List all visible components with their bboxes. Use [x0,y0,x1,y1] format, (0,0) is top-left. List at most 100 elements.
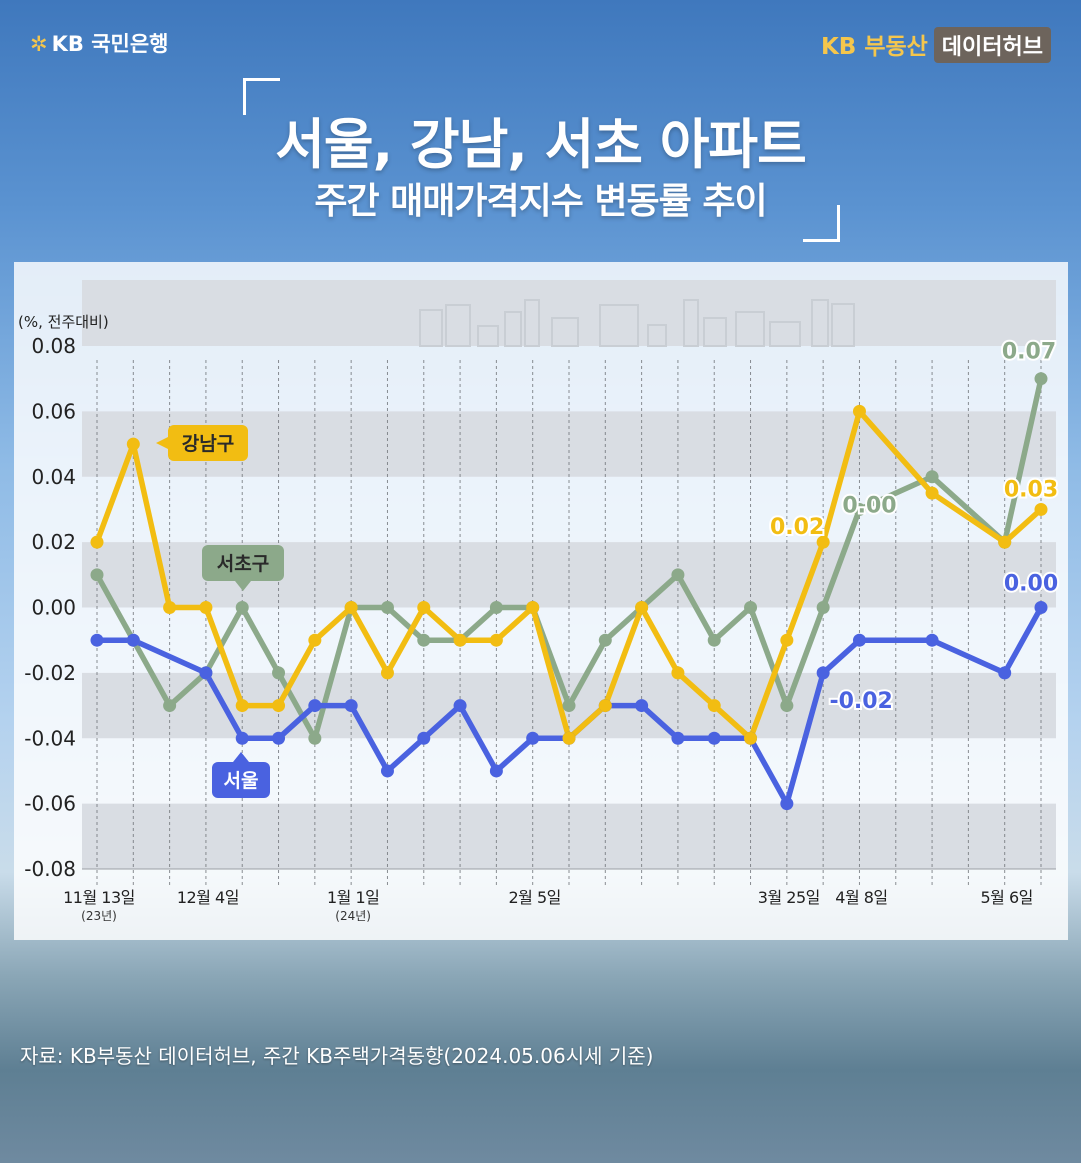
data-point [1034,372,1048,386]
data-point [308,633,322,647]
title-bracket-close [803,205,840,242]
series-tag [202,545,284,581]
data-point [308,731,322,745]
data-point [562,731,576,745]
data-label: 0.07 [1002,340,1056,365]
x-tick-label: 1월 1일 [327,888,379,907]
title-bracket-open [243,78,280,115]
series-tag [168,425,248,461]
data-label: 0.02 [770,515,824,540]
data-point [598,633,612,647]
data-point [852,633,866,647]
x-gridlines [82,360,1056,887]
data-point [417,601,431,614]
data-point [344,601,358,614]
data-point [489,764,503,778]
data-point [199,666,213,680]
x-tick-label: 2월 5일 [508,888,560,907]
data-point [489,601,503,614]
service-tag: 데이터허브 [933,27,1051,63]
data-point [163,699,177,713]
data-point [380,764,394,778]
skyline-illustration [419,299,855,347]
y-tick-label: -0.06 [24,792,76,816]
series-tag-label: 서초구 [217,553,269,575]
data-point [635,601,649,614]
data-point [235,699,249,713]
data-point [998,666,1012,680]
data-point [707,633,721,647]
data-label: 0.03 [1004,477,1058,502]
data-point [344,699,358,713]
data-point [998,535,1012,549]
data-point [272,699,286,713]
data-point [526,731,540,745]
data-point [598,699,612,713]
kb-realestate-logo: KB 부동산 데이터허브 [821,27,1051,63]
skyline-building [599,304,639,347]
data-point [417,633,431,647]
data-point [1034,502,1048,516]
series-tag-label: 서울 [224,770,259,792]
skyline-building [735,311,765,347]
x-tick-label: 3월 25일 [758,888,820,907]
data-point [925,486,939,500]
data-point [780,797,794,811]
data-point [526,601,540,614]
series-tag [212,762,270,798]
data-point [126,633,140,647]
source-note: 자료: KB부동산 데이터허브, 주간 KB주택가격동향(2024.05.06시… [20,1044,654,1068]
skyline-building [419,309,443,347]
data-point [816,601,830,614]
series-tag-pointer [156,437,168,449]
data-point [816,535,830,549]
x-tick-label: 12월 4일 [177,888,239,907]
bank-name: KB 국민은행 [51,32,169,56]
data-point [90,633,104,647]
service-name: KB 부동산 [820,34,928,60]
data-point [1034,601,1048,614]
data-point [126,437,140,451]
y-tick-label: -0.04 [24,726,76,750]
y-tick-label: 0.08 [31,334,76,358]
data-label: -0.02 [829,689,892,714]
x-axis: 11월 13일 (23년) 12월 4일 1월 1일 (24년) 2월 5일 3월 25일 4… [63,888,1033,923]
data-point [272,666,286,680]
y-tick-label: 0.04 [31,465,76,489]
y-tick-label: 0.00 [31,596,76,620]
data-point [453,633,467,647]
data-point [90,568,104,582]
data-point [925,633,939,647]
skyline-building [831,303,855,347]
data-point [308,699,322,713]
data-point [816,666,830,680]
data-label: 0.00 [1004,572,1058,597]
data-point [780,699,794,713]
series-tag-label: 강남구 [182,433,234,455]
skyline-building [524,299,540,347]
skyline-building [504,311,522,347]
data-labels: 0.02 0.00 -0.02 0.07 0.03 0.00 [768,338,1060,716]
y-tick-label: -0.08 [24,857,76,881]
data-point [707,731,721,745]
data-point [90,535,104,549]
kb-bank-logo: ✲ KB 국민은행 [30,28,168,58]
x-tick-label: 5월 6일 [980,888,1032,907]
y-axis-label: (%, 전주대비) [18,313,109,331]
data-point [562,699,576,713]
data-point [744,731,758,745]
data-point [380,666,394,680]
series-tag-pointer [233,752,249,762]
skyline-building [683,299,699,347]
x-tick-sublabel: (24년) [335,909,371,923]
data-point [780,633,794,647]
data-point [744,601,758,614]
data-point [635,699,649,713]
skyline-building [647,324,667,347]
page-title: 서울, 강남, 서초 아파트 [275,113,807,176]
data-label: 0.00 [842,493,896,518]
y-tick-label: 0.02 [31,530,76,554]
skyline-building [769,321,801,347]
